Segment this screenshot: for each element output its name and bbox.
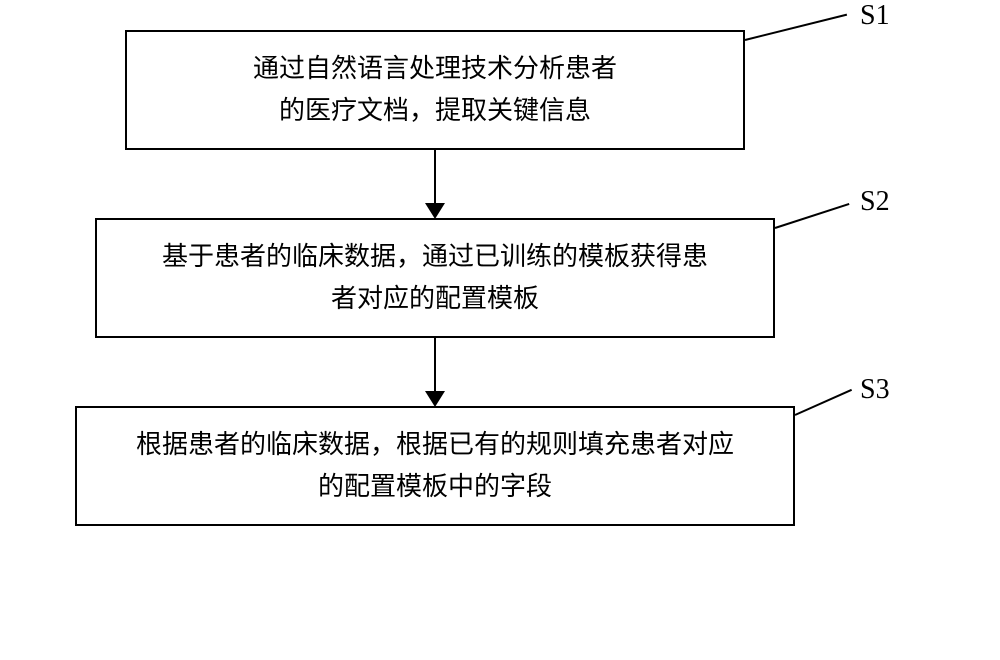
label-connector-line <box>795 389 852 416</box>
flowchart-arrow <box>95 338 775 406</box>
node-text-line2: 的医疗文档，提取关键信息 <box>279 96 591 125</box>
arrow-line <box>434 338 436 392</box>
arrow-line <box>434 150 436 204</box>
label-connector-line <box>775 203 850 229</box>
arrow-head-icon <box>425 391 445 407</box>
step-label-s3: S3 <box>860 374 890 406</box>
node-text: 根据患者的临床数据，根据已有的规则填充患者对应 的配置模板中的字段 <box>136 424 734 507</box>
node-text: 通过自然语言处理技术分析患者 的医疗文档，提取关键信息 <box>253 48 617 131</box>
flowchart-node-s1: 通过自然语言处理技术分析患者 的医疗文档，提取关键信息 <box>125 30 745 150</box>
flowchart-arrow <box>125 150 745 218</box>
step-label-s1: S1 <box>860 0 890 32</box>
node-text-line2: 的配置模板中的字段 <box>318 472 552 501</box>
arrow-head-icon <box>425 203 445 219</box>
flowchart-node-s3: 根据患者的临床数据，根据已有的规则填充患者对应 的配置模板中的字段 <box>75 406 795 526</box>
node-text-line1: 根据患者的临床数据，根据已有的规则填充患者对应 <box>136 430 734 459</box>
label-connector-line <box>745 14 847 41</box>
node-text-line1: 基于患者的临床数据，通过已训练的模板获得患 <box>162 242 708 271</box>
flowchart-diagram: 通过自然语言处理技术分析患者 的医疗文档，提取关键信息 S1 基于患者的临床数据… <box>90 30 910 526</box>
node-text-line1: 通过自然语言处理技术分析患者 <box>253 54 617 83</box>
node-text-line2: 者对应的配置模板 <box>331 284 539 313</box>
node-text: 基于患者的临床数据，通过已训练的模板获得患 者对应的配置模板 <box>162 236 708 319</box>
flowchart-node-s2: 基于患者的临床数据，通过已训练的模板获得患 者对应的配置模板 <box>95 218 775 338</box>
step-label-s2: S2 <box>860 186 890 218</box>
